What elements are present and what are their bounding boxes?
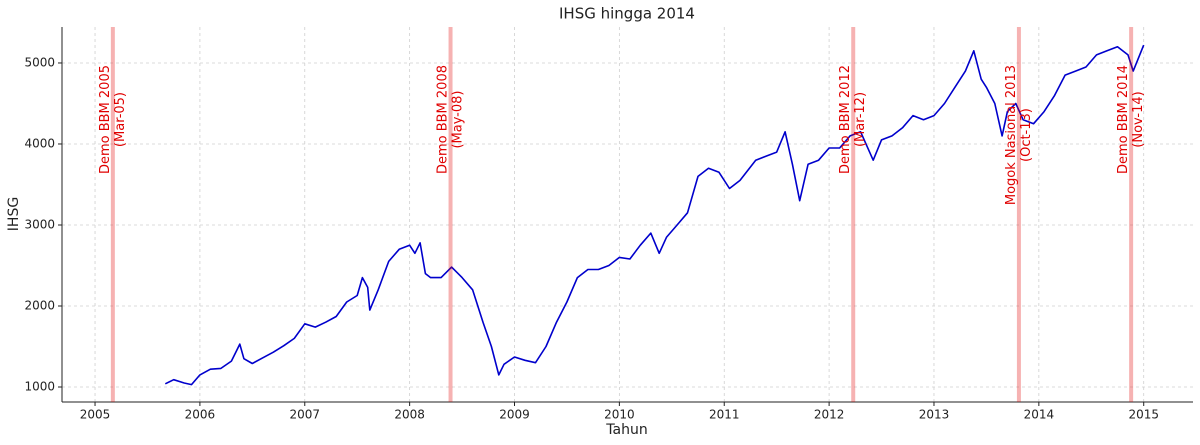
y-tick-label: 2000 (24, 299, 55, 313)
chart-title: IHSG hingga 2014 (559, 5, 695, 23)
event-band (1016, 27, 1021, 402)
event-label: Demo BBM 2008 (436, 65, 451, 174)
x-tick-label: 2009 (499, 408, 530, 422)
x-tick-label: 2012 (814, 408, 845, 422)
event-label: Mogok Nasional 2013 (1004, 65, 1019, 205)
event-label: (May-08) (451, 91, 466, 149)
x-tick-label: 2007 (289, 408, 320, 422)
event-label: (Mar-05) (113, 92, 128, 147)
x-tick-label: 2013 (919, 408, 950, 422)
x-tick-label: 2005 (80, 408, 111, 422)
y-tick-label: 5000 (24, 55, 55, 69)
x-axis-label: Tahun (605, 422, 647, 438)
x-tick-label: 2006 (185, 408, 216, 422)
line-series (164, 44, 1145, 386)
y-tick-label: 1000 (24, 380, 55, 394)
event-label: (Mar-12) (853, 92, 868, 147)
event-label: (Nov-14) (1131, 91, 1146, 147)
event-band (1129, 27, 1134, 402)
x-tick-label: 2008 (394, 408, 425, 422)
x-tick-label: 2014 (1024, 408, 1055, 422)
event-label: (Oct-13) (1019, 108, 1034, 162)
x-tick-label: 2010 (604, 408, 635, 422)
event-label: Demo BBM 2005 (98, 65, 113, 174)
x-tick-label: 2011 (709, 408, 740, 422)
event-band (851, 27, 856, 402)
y-axis-label: IHSG (6, 197, 22, 231)
x-tick-label: 2015 (1128, 408, 1159, 422)
event-label: Demo BBM 2014 (1116, 65, 1131, 174)
y-tick-label: 4000 (24, 136, 55, 150)
event-band (110, 27, 115, 402)
event-band (448, 27, 453, 402)
event-label: Demo BBM 2012 (838, 65, 853, 174)
y-tick-label: 3000 (24, 217, 55, 231)
